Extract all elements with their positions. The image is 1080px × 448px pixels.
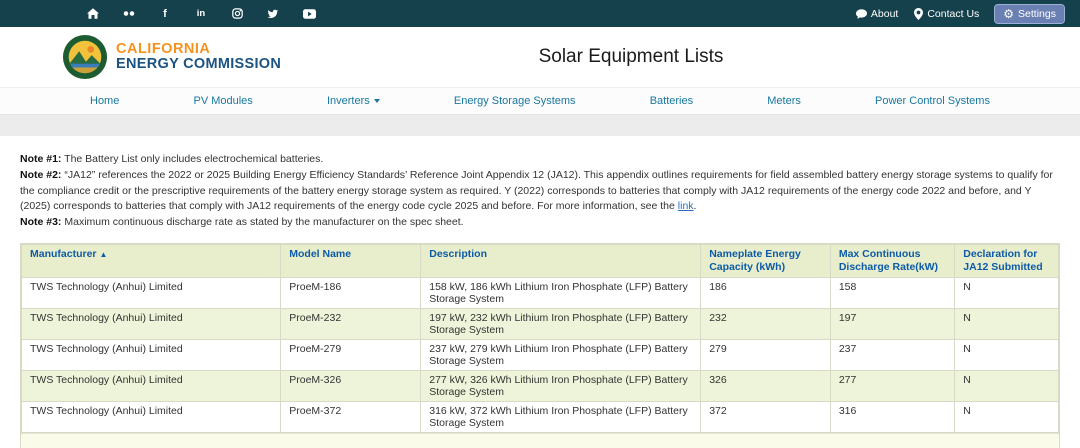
settings-label: Settings: [1018, 7, 1056, 20]
table-header-row: Manufacturer ▲ Model Name Description Na…: [20, 243, 1059, 279]
battery-table: Manufacturer ▲ Model Name Description Na…: [20, 243, 1059, 433]
cell-description: 197 kW, 232 kWh Lithium Iron Phosphate (…: [420, 308, 702, 340]
cell-capacity: 372: [700, 401, 831, 433]
nav-meters[interactable]: Meters: [767, 95, 801, 107]
nav-inverters[interactable]: Inverters: [327, 95, 380, 107]
cell-manufacturer: TWS Technology (Anhui) Limited: [20, 308, 282, 340]
note-2-link[interactable]: link: [677, 200, 694, 213]
chevron-down-icon: [373, 99, 380, 104]
brand-california: CALIFORNIA: [116, 40, 211, 57]
social-links: f in: [86, 7, 316, 21]
col-header-description[interactable]: Description: [420, 243, 702, 279]
cell-discharge: 316: [829, 401, 956, 433]
about-link[interactable]: About: [855, 7, 899, 20]
brand-text: CALIFORNIA ENERGY COMMISSION: [116, 40, 282, 72]
top-bar: f in About Contact Us ⚙ Settings: [0, 0, 1080, 27]
col-header-nameplate-capacity[interactable]: Nameplate Energy Capacity (kWh): [700, 243, 831, 279]
cell-capacity: 232: [700, 308, 831, 340]
cec-seal-logo: [62, 34, 108, 80]
col-header-max-discharge[interactable]: Max Continuous Discharge Rate(kW): [829, 243, 956, 279]
about-label: About: [870, 7, 899, 20]
col-header-model-name[interactable]: Model Name: [280, 243, 422, 279]
cell-capacity: 326: [700, 370, 831, 402]
cell-ja12: N: [954, 401, 1059, 433]
cell-manufacturer: TWS Technology (Anhui) Limited: [20, 339, 282, 371]
cell-ja12: N: [954, 339, 1059, 371]
table-row: TWS Technology (Anhui) Limited ProeM-232…: [20, 308, 1059, 340]
page-title: Solar Equipment Lists: [538, 46, 724, 67]
brand-energy-commission: ENERGY COMMISSION: [116, 56, 282, 72]
facebook-icon[interactable]: f: [163, 7, 167, 20]
nav-power-control-systems[interactable]: Power Control Systems: [875, 95, 990, 107]
youtube-icon[interactable]: [302, 7, 316, 21]
comment-icon: [855, 8, 867, 19]
cell-discharge: 277: [829, 370, 956, 402]
note-2-after: .: [693, 200, 697, 213]
cell-discharge: 158: [829, 277, 956, 309]
nav-energy-storage-systems[interactable]: Energy Storage Systems: [453, 95, 576, 107]
cell-ja12: N: [954, 370, 1059, 402]
cell-manufacturer: TWS Technology (Anhui) Limited: [20, 401, 282, 433]
cell-discharge: 237: [829, 339, 956, 371]
gear-icon: ⚙: [1003, 6, 1015, 21]
cell-capacity: 186: [700, 277, 831, 309]
col-header-ja12[interactable]: Declaration for JA12 Submitted: [954, 243, 1059, 279]
note-1-label: Note #1:: [20, 153, 62, 165]
flickr-icon[interactable]: [122, 7, 136, 21]
cell-model: ProeM-186: [280, 277, 422, 309]
table-footer-strip: [21, 433, 1059, 448]
location-pin-icon: [914, 7, 924, 20]
cell-capacity: 279: [700, 339, 831, 371]
site-header: CALIFORNIA ENERGY COMMISSION Solar Equip…: [0, 27, 1080, 87]
note-3: Note #3: Maximum continuous discharge ra…: [20, 215, 1060, 231]
note-2-text: “JA12” references the 2022 or 2025 Build…: [20, 168, 1053, 213]
table-row: TWS Technology (Anhui) Limited ProeM-326…: [20, 370, 1059, 402]
cell-manufacturer: TWS Technology (Anhui) Limited: [20, 277, 282, 309]
note-2-label: Note #2:: [20, 168, 62, 181]
home-icon[interactable]: [86, 7, 100, 21]
cell-description: 158 kW, 186 kWh Lithium Iron Phosphate (…: [420, 277, 702, 309]
sort-ascending-icon: ▲: [99, 249, 108, 259]
cell-description: 277 kW, 326 kWh Lithium Iron Phosphate (…: [420, 370, 702, 402]
cell-description: 237 kW, 279 kWh Lithium Iron Phosphate (…: [420, 339, 702, 371]
cell-ja12: N: [954, 308, 1059, 340]
cell-model: ProeM-326: [280, 370, 422, 402]
note-1: Note #1: The Battery List only includes …: [20, 152, 1060, 168]
nav-home[interactable]: Home: [90, 95, 120, 107]
table-row: TWS Technology (Anhui) Limited ProeM-372…: [20, 401, 1059, 433]
cell-model: ProeM-372: [280, 401, 422, 433]
table-row: TWS Technology (Anhui) Limited ProeM-279…: [20, 339, 1059, 371]
col-header-manufacturer-label: Manufacturer: [30, 247, 97, 260]
linkedin-icon[interactable]: in: [196, 8, 206, 19]
cell-model: ProeM-232: [280, 308, 422, 340]
contact-us-link[interactable]: Contact Us: [914, 7, 980, 20]
cell-description: 316 kW, 372 kWh Lithium Iron Phosphate (…: [420, 401, 702, 433]
cell-manufacturer: TWS Technology (Anhui) Limited: [20, 370, 282, 402]
note-1-text: The Battery List only includes electroch…: [61, 153, 324, 165]
main-nav: Home PV Modules Inverters Energy Storage…: [0, 87, 1080, 115]
nav-pv-modules[interactable]: PV Modules: [193, 95, 253, 107]
cell-model: ProeM-279: [280, 339, 422, 371]
battery-table-card: Manufacturer ▲ Model Name Description Na…: [20, 242, 1060, 448]
table-row: TWS Technology (Anhui) Limited ProeM-186…: [20, 277, 1059, 309]
topbar-right: About Contact Us ⚙ Settings: [855, 3, 1065, 24]
cec-brand[interactable]: CALIFORNIA ENERGY COMMISSION: [62, 34, 302, 80]
note-2: Note #2: “JA12” references the 2022 or 2…: [20, 168, 1060, 215]
note-3-label: Note #3:: [20, 216, 62, 228]
col-header-manufacturer[interactable]: Manufacturer ▲: [20, 243, 282, 279]
nav-batteries[interactable]: Batteries: [649, 95, 694, 107]
page-background-band: [0, 115, 1080, 136]
twitter-icon[interactable]: [266, 7, 280, 21]
cell-discharge: 197: [829, 308, 956, 340]
nav-inverters-label: Inverters: [326, 95, 370, 107]
settings-button[interactable]: ⚙ Settings: [994, 3, 1065, 24]
main-content: Note #1: The Battery List only includes …: [0, 136, 1080, 448]
cell-ja12: N: [954, 277, 1059, 309]
note-3-text: Maximum continuous discharge rate as sta…: [61, 216, 464, 228]
instagram-icon[interactable]: [230, 7, 244, 21]
contact-us-label: Contact Us: [927, 7, 980, 20]
